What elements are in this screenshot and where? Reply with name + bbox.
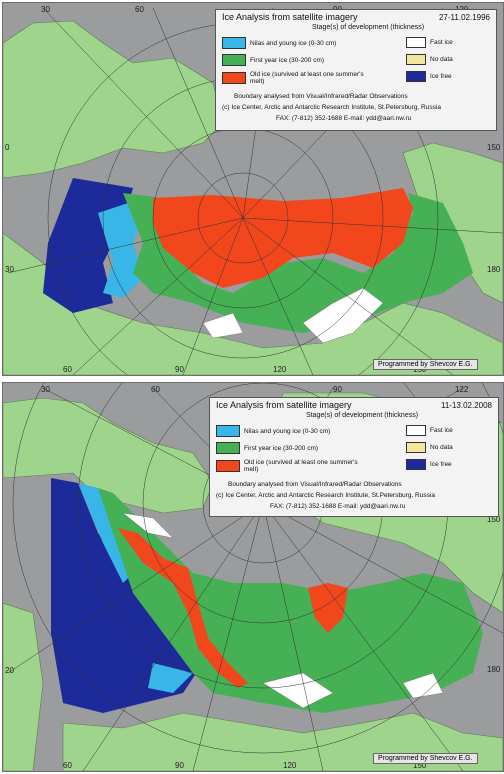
bottom-tick-right-180: 180 — [487, 665, 501, 674]
bottom-legend-nilas: Nilas and young ice (0-30 cm) — [216, 425, 330, 437]
bottom-fast-ice-swatch — [406, 425, 426, 436]
bottom-legend-fast-ice: Fast ice — [406, 425, 453, 436]
top-tick-right-150: 150 — [487, 143, 501, 152]
top-tick-left-30: 30 — [5, 265, 14, 274]
top-legend-no-data: No data — [406, 54, 453, 65]
bottom-tick-bottom-90: 90 — [175, 761, 184, 770]
bottom-ice-free-swatch — [406, 459, 426, 470]
top-ice-free-swatch — [406, 71, 426, 82]
top-tick-bottom-120: 120 — [273, 365, 287, 374]
bottom-tick-bottom-150: 150 — [413, 761, 427, 770]
bottom-fast-ice-label: Fast ice — [430, 427, 453, 434]
bottom-legend-fax: FAX: (7-812) 352-1688 E-mail: ydd@aari.n… — [270, 503, 406, 510]
top-legend-title: Ice Analysis from satellite imagery — [222, 12, 358, 22]
bottom-legend-old-ice: Old ice (survived at least one summer's … — [216, 459, 366, 473]
bottom-nilas-swatch — [216, 425, 240, 437]
top-old-ice-swatch — [222, 72, 246, 84]
top-no-data-label: No data — [430, 56, 453, 63]
bottom-first-year-swatch — [216, 442, 240, 454]
bottom-legend-no-data: No data — [406, 442, 453, 453]
top-legend-old-ice: Old ice (survived at least one summer's … — [222, 71, 372, 85]
bottom-old-ice-area — [118, 528, 248, 688]
bottom-old-ice-label: Old ice (survived at least one summer's … — [244, 459, 358, 473]
top-fast-ice-label: Fast ice — [430, 39, 453, 46]
bottom-legend-ice-free: Ice free — [406, 459, 452, 470]
bottom-ice-free-area — [51, 478, 203, 713]
top-legend-fast-ice: Fast ice — [406, 37, 453, 48]
top-first-year-swatch — [222, 54, 246, 66]
top-tick-30: 30 — [41, 5, 50, 14]
top-tick-bottom-60: 60 — [63, 365, 72, 374]
top-tick-left-0: 0 — [5, 143, 10, 152]
bottom-legend-subtitle: Stage(s) of development (thickness) — [306, 412, 419, 419]
bottom-nilas-area — [78, 483, 193, 693]
top-programmed-by: Programmed by Shevcov E.G. — [373, 359, 478, 370]
top-legend-ice-free: Ice free — [406, 71, 452, 82]
top-legend-boundary: Boundary analysed from Visual/Infrared/R… — [234, 93, 408, 100]
bottom-land-greenland — [3, 397, 214, 514]
bottom-legend: Ice Analysis from satellite imagery 11-1… — [209, 397, 499, 517]
bottom-legend-date: 11-13.02.2008 — [440, 401, 492, 410]
bottom-first-year-label: First year ice (30-200 cm) — [244, 444, 319, 452]
bottom-old-ice-area-2 — [308, 583, 348, 633]
bottom-legend-first-year: First year ice (30-200 cm) — [216, 442, 318, 454]
bottom-land-scandinavia — [3, 602, 44, 771]
top-legend-subtitle: Stage(s) of development (thickness) — [312, 24, 425, 31]
bottom-tick-122: 122 — [455, 385, 469, 394]
top-tick-60: 60 — [135, 5, 144, 14]
top-fast-ice-swatch — [406, 37, 426, 48]
top-legend-nilas: Nilas and young ice (0-30 cm) — [222, 37, 336, 49]
top-no-data-swatch — [406, 54, 426, 65]
top-nilas-swatch — [222, 37, 246, 49]
bottom-nilas-label: Nilas and young ice (0-30 cm) — [244, 427, 331, 435]
bottom-graticule — [7, 383, 503, 771]
top-ice-map-panel: 30 60 90 120 0 30 150 180 60 90 120 150 … — [2, 2, 504, 376]
bottom-legend-credit: (c) Ice Center, Arctic and Antarctic Res… — [216, 492, 435, 499]
top-tick-right-180: 180 — [487, 265, 501, 274]
bottom-tick-30: 30 — [41, 385, 50, 394]
bottom-tick-right-150: 150 — [487, 515, 501, 524]
bottom-no-data-label: No data — [430, 444, 453, 451]
top-first-year-area — [123, 193, 473, 333]
bottom-tick-90: 90 — [333, 385, 342, 394]
bottom-tick-bottom-60: 60 — [63, 761, 72, 770]
top-old-ice-area — [153, 188, 413, 288]
top-nilas-label: Nilas and young ice (0-30 cm) — [250, 39, 337, 47]
top-fast-ice-area — [202, 287, 384, 344]
bottom-legend-title: Ice Analysis from satellite imagery — [216, 400, 352, 410]
bottom-tick-bottom-120: 120 — [283, 761, 297, 770]
top-old-ice-label: Old ice (survived at least one summer's … — [250, 71, 364, 85]
bottom-no-data-swatch — [406, 442, 426, 453]
top-first-year-label: First year ice (30-200 cm) — [250, 56, 325, 64]
bottom-tick-60: 60 — [151, 385, 160, 394]
bottom-ice-free-label: Ice free — [430, 461, 452, 468]
top-land-greenland — [3, 20, 224, 179]
top-legend: Ice Analysis from satellite imagery 27-1… — [215, 9, 497, 131]
top-ice-free-label: Ice free — [430, 73, 452, 80]
bottom-first-year-area — [98, 488, 483, 713]
top-legend-first-year: First year ice (30-200 cm) — [222, 54, 324, 66]
bottom-programmed-by: Programmed by Shevcov E.G. — [373, 753, 478, 764]
bottom-legend-boundary: Boundary analysed from Visual/Infrared/R… — [228, 481, 402, 488]
bottom-tick-left-20: 20 — [5, 666, 14, 675]
bottom-ice-map-panel: 30 60 90 122 20 150 180 60 90 120 150 Ic… — [2, 382, 504, 772]
top-tick-bottom-90: 90 — [175, 365, 184, 374]
top-legend-date: 27-11.02.1996 — [438, 13, 490, 22]
top-legend-fax: FAX: (7-812) 352-1688 E-mail: ydd@aari.n… — [276, 115, 412, 122]
top-nilas-area — [98, 203, 143, 298]
bottom-old-ice-swatch — [216, 460, 240, 472]
bottom-fast-ice-area — [122, 512, 444, 709]
top-legend-credit: (c) Ice Center, Arctic and Antarctic Res… — [222, 104, 441, 111]
